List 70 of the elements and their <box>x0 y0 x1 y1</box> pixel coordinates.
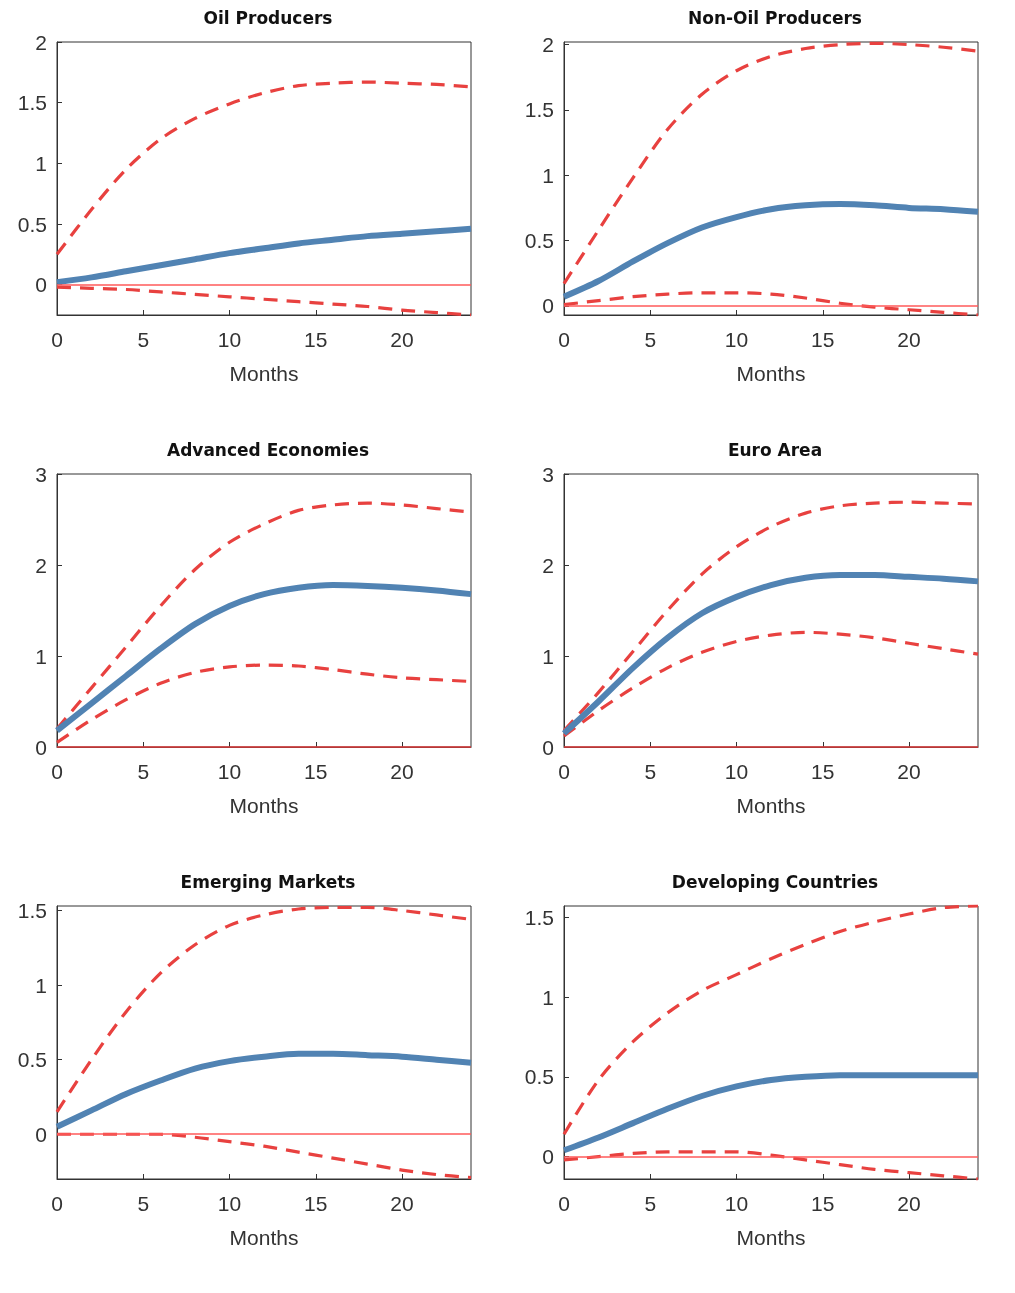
y-tick-label: 2 <box>35 30 47 54</box>
x-axis-title: Months <box>229 794 299 817</box>
x-axis-title: Months <box>736 1226 806 1249</box>
x-tick-label: 0 <box>51 328 63 351</box>
y-tick-label: 1 <box>542 644 554 668</box>
y-tick-label: 1 <box>35 644 47 668</box>
x-tick-label: 5 <box>644 1192 657 1215</box>
x-tick-label: 15 <box>811 1192 835 1215</box>
x-tick-label: 0 <box>51 760 63 783</box>
x-tick-label: 20 <box>897 760 921 783</box>
x-axis-title: Months <box>736 794 806 817</box>
x-tick-label: 20 <box>390 1192 414 1215</box>
x-axis-title: Months <box>736 362 806 385</box>
x-tick-label: 10 <box>217 328 242 351</box>
x-tick-label: 5 <box>644 328 657 351</box>
y-tick-label: 0.5 <box>17 212 47 236</box>
chart-title: Oil Producers <box>203 7 333 28</box>
line-series <box>562 630 980 738</box>
chart-title: Euro Area <box>727 439 823 460</box>
y-tick-label: 0 <box>35 735 47 759</box>
y-tick-label: 2 <box>542 33 554 57</box>
y-tick-label: 3 <box>35 462 47 486</box>
x-tick-label: 5 <box>137 328 150 351</box>
x-tick-label: 20 <box>390 328 414 351</box>
x-axis-title: Months <box>229 1226 299 1249</box>
chart-title: Emerging Markets <box>180 871 356 892</box>
y-tick-label: 1.5 <box>17 898 47 922</box>
x-tick-label: 10 <box>724 1192 749 1215</box>
x-tick-label: 5 <box>644 760 657 783</box>
y-tick-label: 0 <box>542 294 554 318</box>
x-tick-label: 15 <box>811 760 835 783</box>
y-tick-label: 3 <box>542 462 554 486</box>
x-tick-label: 10 <box>217 1192 242 1215</box>
y-tick-label: 0.5 <box>524 1065 554 1089</box>
x-tick-label: 0 <box>51 1192 63 1215</box>
x-tick-label: 0 <box>558 1192 570 1215</box>
x-tick-label: 15 <box>304 1192 328 1215</box>
chart-title: Developing Countries <box>671 871 879 892</box>
line-series <box>562 904 980 1136</box>
x-tick-label: 15 <box>811 328 835 351</box>
y-tick-label: 1.5 <box>524 905 554 929</box>
x-tick-label: 20 <box>897 1192 921 1215</box>
x-tick-label: 0 <box>558 760 570 783</box>
y-tick-label: 0 <box>542 1145 554 1169</box>
x-tick-label: 10 <box>217 760 242 783</box>
y-tick-label: 2 <box>35 553 47 577</box>
x-tick-label: 5 <box>137 760 150 783</box>
x-tick-label: 20 <box>390 760 414 783</box>
x-tick-label: 15 <box>304 760 328 783</box>
chart-title: Non-Oil Producers <box>688 7 862 28</box>
chart-title: Advanced Economies <box>166 439 370 460</box>
x-tick-label: 5 <box>137 1192 150 1215</box>
y-tick-label: 1 <box>542 985 554 1009</box>
y-tick-label: 0.5 <box>524 229 554 253</box>
x-tick-label: 20 <box>897 328 921 351</box>
y-tick-label: 0 <box>35 1122 47 1146</box>
y-tick-label: 2 <box>542 553 554 577</box>
x-tick-label: 15 <box>304 328 328 351</box>
y-tick-label: 1 <box>35 973 47 997</box>
x-tick-label: 10 <box>724 328 749 351</box>
y-tick-label: 0 <box>542 735 554 759</box>
x-tick-label: 0 <box>558 328 570 351</box>
y-tick-label: 1 <box>35 151 47 175</box>
y-tick-label: 1.5 <box>524 98 554 122</box>
y-tick-label: 1 <box>542 163 554 187</box>
x-axis-title: Months <box>229 362 299 385</box>
y-tick-label: 1.5 <box>17 91 47 115</box>
y-tick-label: 0.5 <box>17 1048 47 1072</box>
x-tick-label: 10 <box>724 760 749 783</box>
y-tick-label: 0 <box>35 273 47 297</box>
